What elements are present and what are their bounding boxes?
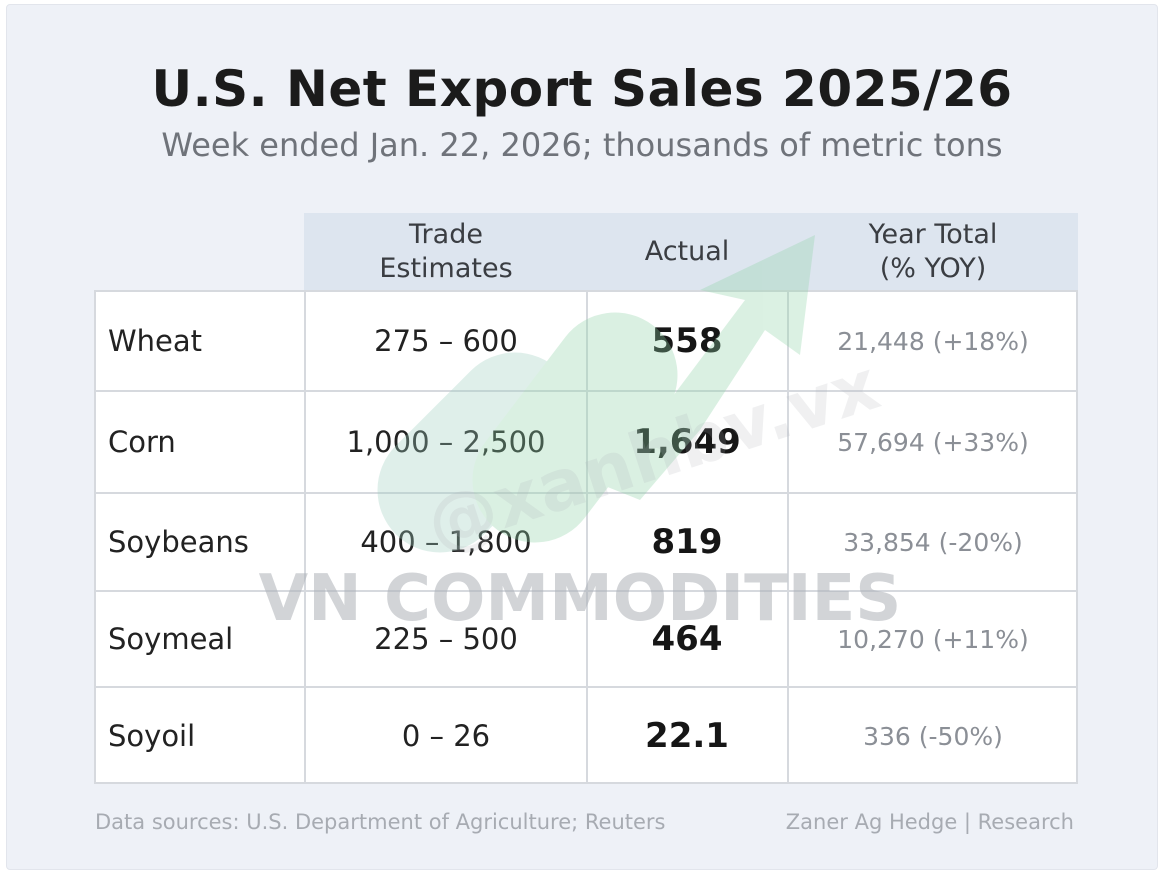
- column-header-estimates-line1: Trade: [409, 219, 483, 250]
- row-corn-commodity: Corn: [108, 425, 176, 459]
- column-header-year-total-line2: (% YOY): [879, 253, 987, 284]
- row-wheat-actual: 558: [651, 321, 723, 361]
- row-corn-actual: 1,649: [633, 422, 741, 462]
- page-title: U.S. Net Export Sales 2025/26: [151, 60, 1013, 118]
- column-header-year-total: Year Total (% YOY): [790, 213, 1076, 291]
- column-header-year-total-line1: Year Total: [868, 219, 998, 250]
- data-sources-note: Data sources: U.S. Department of Agricul…: [95, 810, 666, 834]
- row-soyoil-year-total: 336 (-50%): [863, 721, 1003, 751]
- table-header-band: [304, 213, 1078, 291]
- row-wheat-estimate: 275 – 600: [374, 324, 518, 358]
- column-header-estimates: Trade Estimates: [306, 213, 586, 291]
- row-corn-estimate: 1,000 – 2,500: [346, 425, 546, 459]
- row-soymeal-estimate: 225 – 500: [374, 622, 518, 656]
- row-divider: [94, 492, 1078, 494]
- row-corn-year-total: 57,694 (+33%): [837, 427, 1029, 457]
- column-divider: [304, 290, 306, 784]
- row-soybeans-estimate: 400 – 1,800: [360, 525, 532, 559]
- row-divider: [94, 686, 1078, 688]
- row-soybeans-actual: 819: [651, 522, 723, 562]
- row-soymeal-actual: 464: [651, 619, 723, 659]
- row-soymeal-year-total: 10,270 (+11%): [837, 624, 1029, 654]
- column-divider: [586, 290, 588, 784]
- row-wheat-year-total: 21,448 (+18%): [837, 326, 1029, 356]
- row-soyoil-estimate: 0 – 26: [401, 719, 491, 753]
- research-credit: Zaner Ag Hedge | Research: [785, 810, 1074, 834]
- column-header-actual: Actual: [644, 236, 730, 267]
- row-soybeans-commodity: Soybeans: [108, 525, 249, 559]
- row-soymeal-commodity: Soymeal: [108, 622, 234, 656]
- row-soyoil-actual: 22.1: [645, 716, 729, 756]
- row-soybeans-year-total: 33,854 (-20%): [843, 527, 1023, 557]
- row-wheat-commodity: Wheat: [108, 324, 203, 358]
- row-soyoil-commodity: Soyoil: [108, 719, 196, 753]
- page-subtitle: Week ended Jan. 22, 2026; thousands of m…: [161, 126, 1003, 164]
- column-header-estimates-line2: Estimates: [379, 253, 513, 284]
- row-divider: [94, 590, 1078, 592]
- row-divider: [94, 390, 1078, 392]
- column-divider: [787, 290, 789, 784]
